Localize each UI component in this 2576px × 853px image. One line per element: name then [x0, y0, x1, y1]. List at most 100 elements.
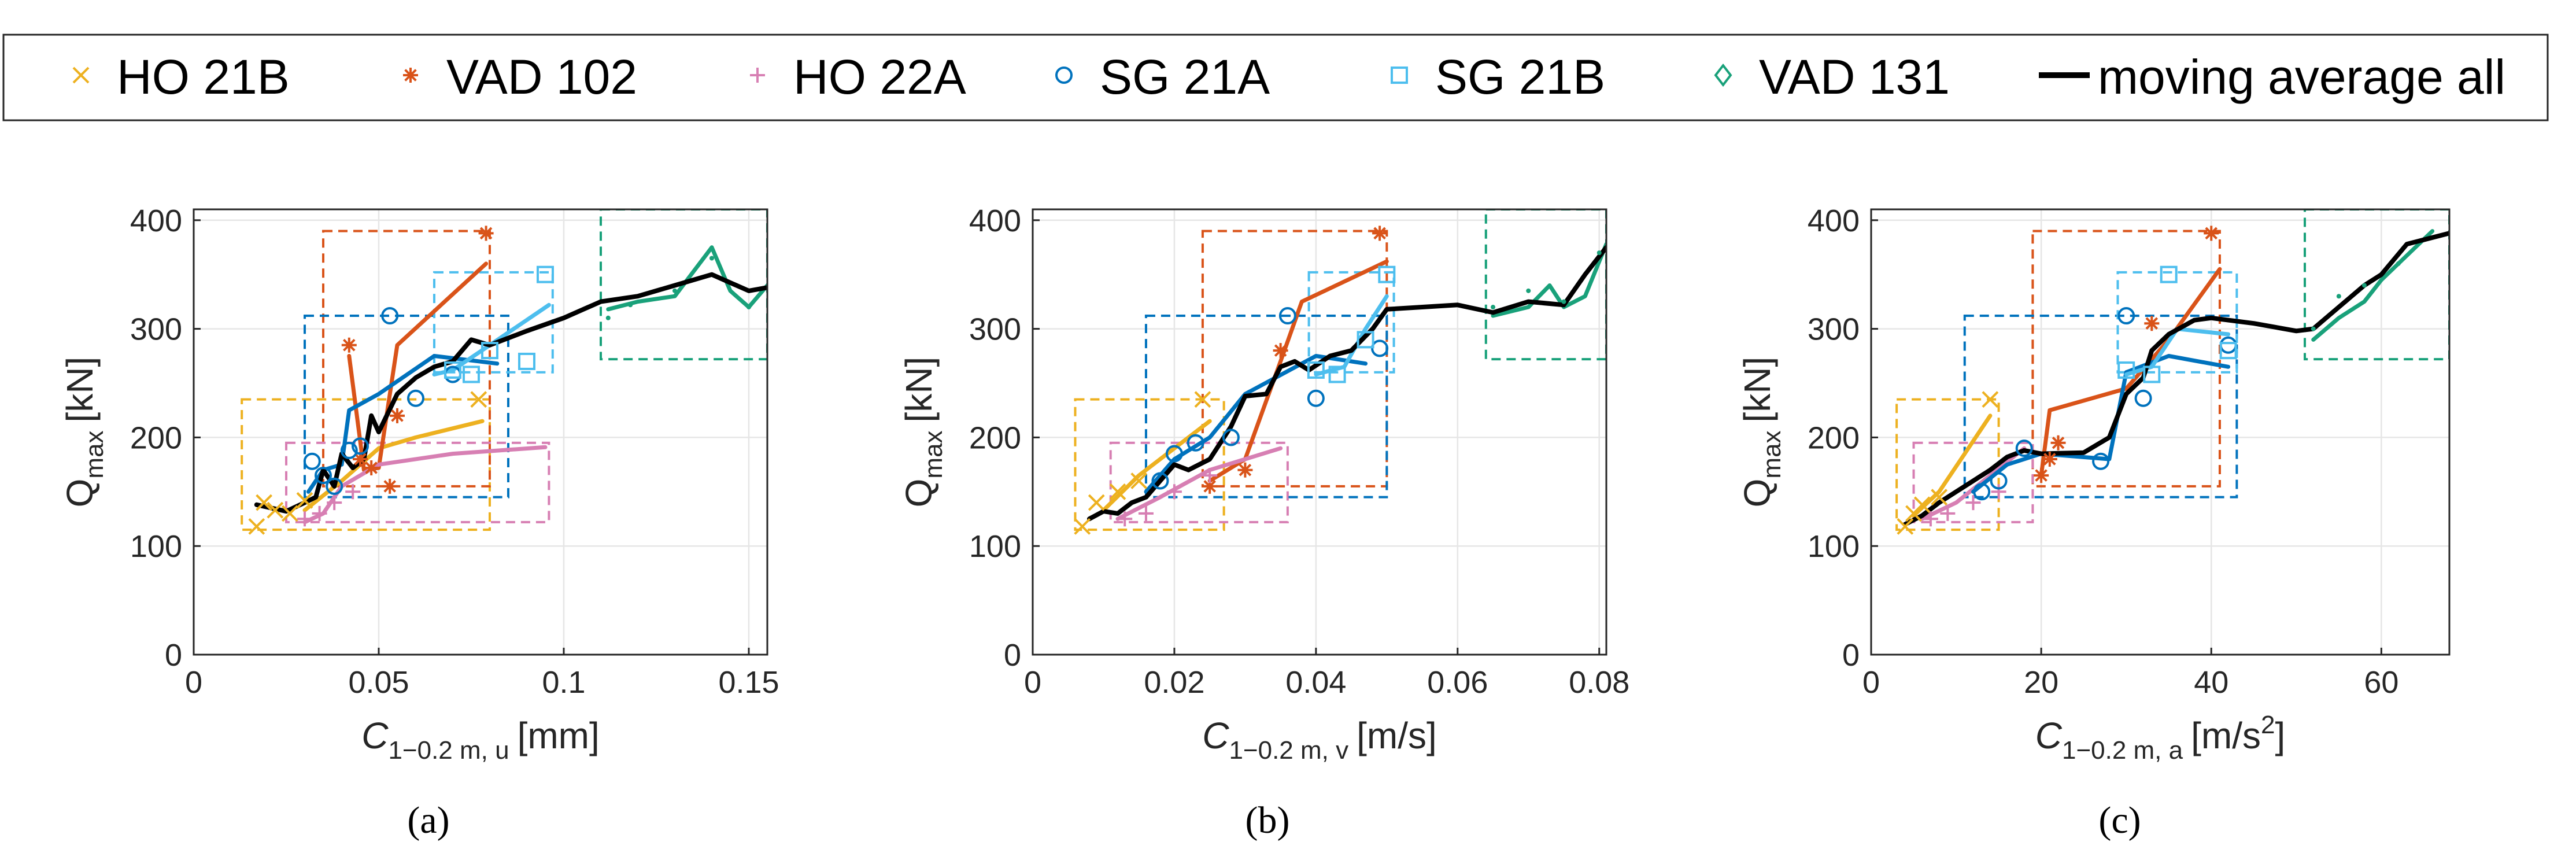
y-axis-label: Qmax [kN] [898, 357, 948, 508]
legend-item-sg-21a: SG 21A [1055, 50, 1270, 104]
data-point-sg-21b [518, 352, 535, 370]
x-axis-label: C1−0.2 m, a [m/s2] [2035, 711, 2286, 765]
data-point-sg-21a [352, 437, 369, 455]
data-point-vad-131 [746, 305, 751, 310]
axes-frame [193, 208, 768, 656]
chart-panel-a: 0 0.05 0.1 0.15 0 100 200 300 400 Qmax [kN] C1−0.2 … [59, 204, 779, 841]
data-point-ho-21b [1931, 489, 1948, 506]
y-tick-label: 200 [1808, 420, 1860, 455]
x-axis-label: C1−0.2 m, u [mm] [361, 715, 600, 765]
legend-marker-ho-21b [72, 67, 90, 84]
data-point-ho-21b [267, 501, 284, 519]
data-point-ho-21b [248, 518, 265, 535]
plot-content [1895, 209, 2449, 535]
data-point-sg-21b [463, 365, 480, 383]
range-box-sg-21b [1307, 271, 1395, 374]
x-axis-label-unit: [m/s] [1357, 715, 1437, 756]
data-point-ho-22a [1991, 484, 2006, 500]
y-tick-label: 300 [130, 312, 182, 347]
legend-label-vad-131: VAD 131 [1759, 50, 1950, 104]
y-axis-label-unit: [kN] [59, 357, 101, 423]
data-point-vad-102 [478, 226, 494, 241]
data-point-ho-22a [1138, 505, 1154, 521]
trend-line-ho-22a [1115, 446, 1283, 521]
data-point-sg-21a [407, 389, 424, 407]
data-point-vad-131 [2361, 283, 2367, 288]
data-point-ho-21b [1088, 494, 1105, 511]
y-tick-label: 300 [969, 312, 1021, 347]
data-point-sg-21b [2160, 265, 2178, 283]
data-point-vad-102 [364, 460, 379, 475]
legend-item-moving-average-all: moving average all [2039, 50, 2505, 104]
y-tick-label: 100 [969, 529, 1021, 564]
x-axis-label-unit: [mm] [518, 715, 600, 756]
data-point-ho-21b [1913, 496, 1931, 514]
data-point-ho-21b [470, 391, 487, 408]
plot-area [1033, 209, 1606, 655]
data-point-sg-21a [2015, 440, 2033, 457]
legend-item-sg-21b: SG 21B [1391, 50, 1605, 104]
x-axis-label-sub: 1−0.2 m, v [1229, 736, 1348, 765]
data-point-sg-21b [1357, 331, 1374, 349]
data-point-sg-21a [1151, 472, 1169, 490]
plot-content [1074, 209, 1606, 535]
plot-area [1871, 209, 2449, 655]
x-axis-label: C1−0.2 m, v [m/s] [1202, 715, 1437, 765]
x-axis-label-main: C [1202, 715, 1229, 756]
trend-line-vad-102 [1207, 259, 1389, 483]
legend-label-sg-21a: SG 21A [1100, 50, 1270, 104]
x-axis-label-unit-sup: 2 [2261, 711, 2275, 739]
x-tick-label: 0 [1024, 665, 1041, 700]
y-tick-label: 100 [130, 529, 182, 564]
y-tick-label: 200 [969, 420, 1021, 455]
x-tick-label: 0 [1862, 665, 1880, 700]
data-point-sg-21b [2219, 342, 2237, 360]
range-box-vad-102 [1201, 230, 1388, 488]
trend-line-vad-131 [2311, 229, 2435, 342]
x-axis-label-unit: [m/s [2191, 715, 2261, 756]
y-axis-label-main: Q [1736, 479, 1778, 508]
y-tick-label: 400 [1808, 204, 1860, 238]
y-tick-label: 0 [165, 638, 182, 673]
trend-line-ho-21b [1912, 413, 1993, 518]
data-point-sg-21a [2134, 389, 2152, 407]
x-axis-label-sub: 1−0.2 m, u [388, 736, 509, 765]
legend-marker-ho-22a [750, 68, 765, 83]
data-point-vad-102 [341, 337, 357, 353]
range-box-ho-22a [1109, 441, 1289, 523]
data-point-vad-102 [1372, 226, 1388, 241]
data-point-sg-21a [1990, 472, 2008, 490]
data-point-vad-131 [2396, 261, 2401, 266]
data-point-sg-21b [1328, 365, 1346, 383]
data-point-ho-21b [1130, 472, 1148, 489]
data-point-vad-131 [1491, 305, 1496, 310]
y-tick-label: 100 [1808, 529, 1860, 564]
y-axis-label-main: Q [898, 479, 940, 508]
data-point-sg-21a [303, 452, 321, 470]
y-axis-label-unit: [kN] [898, 357, 940, 423]
x-axis-label-main: C [2035, 715, 2063, 756]
y-axis-label-main: Q [59, 479, 101, 508]
plot-content [241, 209, 767, 535]
legend-label-moving-average-all: moving average all [2098, 50, 2505, 104]
legend: HO 21B VAD 102 HO 22A SG 21A SG 21B VAD 131 mo… [2, 34, 2549, 121]
data-point-sg-21b [1307, 361, 1325, 379]
data-point-ho-22a [312, 505, 327, 521]
y-axis-label-sub: max [1758, 430, 1786, 478]
data-point-sg-21b [1378, 265, 1396, 283]
data-point-sg-21b [537, 265, 554, 283]
data-point-vad-102 [2042, 451, 2057, 467]
y-tick-label: 400 [130, 204, 182, 238]
data-point-ho-21b [1109, 483, 1126, 500]
data-point-vad-131 [628, 302, 633, 308]
y-tick-label: 200 [130, 420, 182, 455]
data-point-vad-131 [1526, 288, 1531, 293]
range-box-vad-102 [2031, 230, 2221, 488]
data-point-sg-21b [2117, 361, 2135, 379]
range-box-sg-21a [1144, 315, 1388, 498]
data-point-sg-21a [1278, 307, 1296, 325]
data-point-vad-102 [2144, 316, 2160, 331]
panel-label: (c) [2098, 799, 2141, 841]
data-point-vad-102 [382, 478, 398, 494]
data-point-sg-21a [381, 307, 399, 325]
